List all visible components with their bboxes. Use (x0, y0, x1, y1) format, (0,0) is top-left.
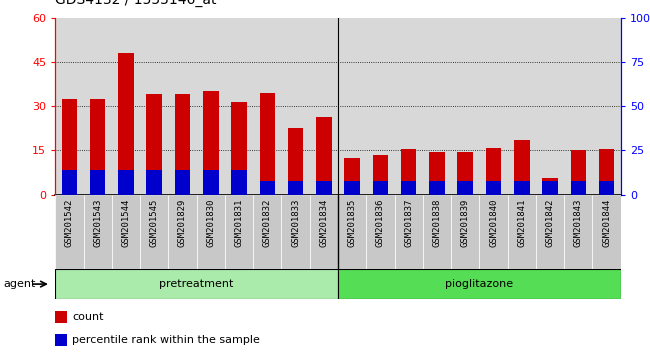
Text: GSM201544: GSM201544 (122, 198, 131, 247)
Bar (486, 148, 501, 195)
Bar (83, 195, 112, 269)
Bar (203, 170, 218, 195)
Text: GSM201838: GSM201838 (432, 198, 441, 247)
Bar (90, 99, 105, 195)
Text: GSM201844: GSM201844 (602, 198, 611, 247)
Bar (55, 195, 83, 269)
Bar (288, 181, 304, 195)
Text: GSM201831: GSM201831 (235, 198, 244, 247)
Text: GSM201834: GSM201834 (319, 198, 328, 247)
Bar (599, 149, 614, 195)
Text: GSM201839: GSM201839 (461, 198, 470, 247)
Bar (231, 102, 247, 195)
Bar (316, 116, 332, 195)
Bar (480, 195, 508, 269)
Bar (395, 195, 423, 269)
Text: GSM201833: GSM201833 (291, 198, 300, 247)
Bar (231, 170, 247, 195)
Text: GSM201542: GSM201542 (65, 198, 74, 247)
Bar (62, 170, 77, 195)
Bar (175, 95, 190, 195)
Bar (146, 95, 162, 195)
Bar (429, 152, 445, 195)
Text: GSM201829: GSM201829 (178, 198, 187, 247)
Bar (344, 158, 360, 195)
Bar (259, 181, 275, 195)
Bar (451, 195, 480, 269)
Bar (146, 170, 162, 195)
Bar (168, 195, 197, 269)
Bar (514, 181, 530, 195)
Bar (542, 178, 558, 195)
Text: GSM201840: GSM201840 (489, 198, 498, 247)
Text: GSM201841: GSM201841 (517, 198, 526, 247)
Text: agent: agent (3, 279, 36, 289)
Bar (514, 140, 530, 195)
Text: GSM201836: GSM201836 (376, 198, 385, 247)
Bar (90, 170, 105, 195)
Bar (254, 195, 281, 269)
Bar (281, 195, 310, 269)
Bar (225, 195, 254, 269)
Bar (288, 128, 304, 195)
Bar (112, 195, 140, 269)
Text: GSM201843: GSM201843 (574, 198, 583, 247)
Text: pioglitazone: pioglitazone (445, 279, 514, 289)
Text: count: count (72, 312, 104, 322)
Bar (429, 181, 445, 195)
Bar (338, 269, 621, 299)
Text: GDS4132 / 1555146_at: GDS4132 / 1555146_at (55, 0, 216, 7)
Bar (62, 99, 77, 195)
Text: GSM201837: GSM201837 (404, 198, 413, 247)
Bar (316, 181, 332, 195)
Bar (401, 181, 417, 195)
Bar (422, 195, 451, 269)
Bar (344, 181, 360, 195)
Bar (564, 195, 593, 269)
Bar (55, 311, 66, 323)
Text: GSM201832: GSM201832 (263, 198, 272, 247)
Text: GSM201543: GSM201543 (93, 198, 102, 247)
Bar (338, 195, 367, 269)
Bar (175, 170, 190, 195)
Text: GSM201842: GSM201842 (545, 198, 554, 247)
Bar (140, 195, 168, 269)
Text: pretreatment: pretreatment (159, 279, 234, 289)
Bar (508, 195, 536, 269)
Text: GSM201830: GSM201830 (206, 198, 215, 247)
Bar (372, 181, 388, 195)
Text: percentile rank within the sample: percentile rank within the sample (72, 335, 260, 345)
Bar (203, 91, 218, 195)
Bar (401, 149, 417, 195)
Bar (310, 195, 338, 269)
Bar (486, 181, 501, 195)
Bar (55, 269, 338, 299)
Bar (593, 195, 621, 269)
Text: GSM201835: GSM201835 (348, 198, 357, 247)
Bar (458, 152, 473, 195)
Bar (542, 181, 558, 195)
Bar (571, 150, 586, 195)
Bar (372, 155, 388, 195)
Bar (259, 93, 275, 195)
Bar (118, 170, 134, 195)
Bar (536, 195, 564, 269)
Bar (367, 195, 395, 269)
Bar (55, 333, 66, 346)
Text: GSM201545: GSM201545 (150, 198, 159, 247)
Bar (458, 181, 473, 195)
Bar (196, 195, 225, 269)
Bar (571, 181, 586, 195)
Bar (118, 53, 134, 195)
Bar (599, 181, 614, 195)
